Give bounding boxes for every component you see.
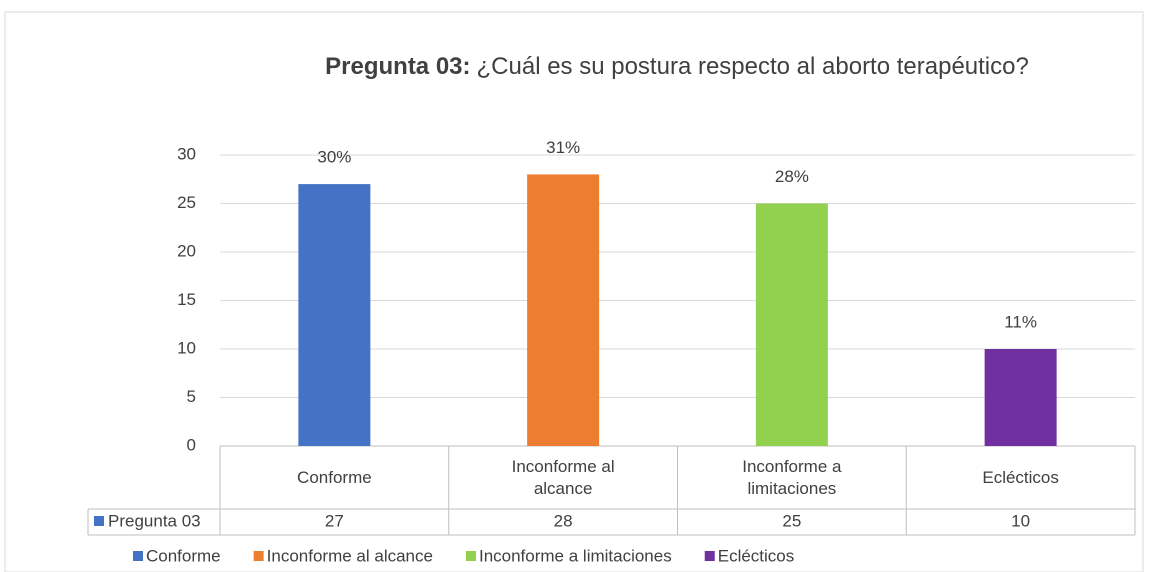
legend-key: [465, 551, 476, 561]
x-tick-label: Eclécticos: [982, 467, 1059, 487]
table-legend-key: [94, 516, 104, 526]
y-tick-label: 10: [177, 338, 196, 357]
data-label: 30%: [317, 148, 351, 167]
data-label: 11%: [1004, 312, 1037, 331]
bar: [298, 184, 371, 446]
data-label: 28%: [775, 167, 809, 186]
x-tick-label: Conforme: [297, 467, 372, 487]
legend-key: [704, 551, 715, 561]
category-cell: Conforme: [297, 467, 372, 487]
y-tick-label: 30: [177, 144, 196, 163]
legend-label: Inconforme a limitaciones: [479, 546, 672, 565]
table-series-name: Pregunta 03: [108, 511, 201, 530]
legend-label: Eclécticos: [718, 546, 795, 565]
table-value: 27: [325, 511, 344, 530]
bar: [984, 349, 1057, 446]
y-tick-label: 20: [177, 241, 196, 260]
bar: [755, 203, 828, 446]
category-cell: Eclécticos: [982, 467, 1059, 487]
y-tick-label: 0: [187, 435, 196, 454]
chart-title: Pregunta 03: ¿Cuál es su postura respecto…: [325, 53, 1029, 80]
x-tick-label: Inconforme a limitaciones: [742, 457, 842, 498]
legend-label: Inconforme al alcance: [267, 546, 433, 565]
bar: [527, 174, 600, 446]
legend-key: [133, 551, 143, 561]
category-cell: Inconforme al alcance: [511, 457, 615, 498]
table-value: 28: [554, 511, 573, 530]
legend-key: [253, 551, 264, 561]
legend-label: Conforme: [146, 546, 221, 565]
y-tick-label: 15: [177, 290, 196, 309]
title-text: ¿Cuál es su postura respecto al aborto t…: [477, 53, 1029, 80]
table-value: 25: [782, 511, 801, 530]
y-tick-label: 25: [177, 193, 196, 212]
x-tick-label: Inconforme al alcance: [511, 457, 615, 498]
data-label: 31%: [546, 138, 580, 157]
title-bold: Pregunta 03:: [325, 53, 470, 80]
y-tick-label: 5: [187, 387, 196, 406]
table-value: 10: [1011, 511, 1030, 530]
category-cell: Inconforme a limitaciones: [742, 457, 842, 498]
